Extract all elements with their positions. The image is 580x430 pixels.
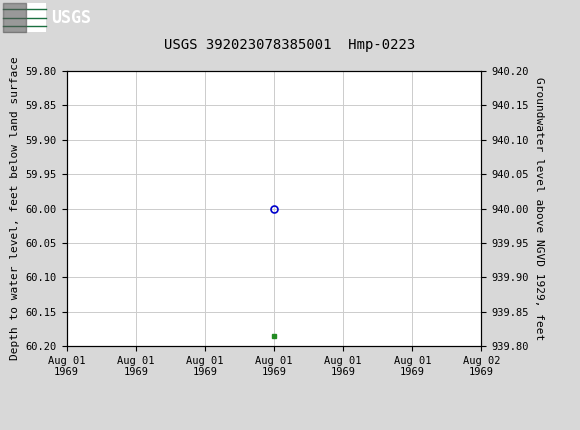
Text: USGS: USGS [51,9,91,27]
Text: USGS 392023078385001  Hmp-0223: USGS 392023078385001 Hmp-0223 [164,38,416,52]
FancyBboxPatch shape [3,3,46,32]
Y-axis label: Groundwater level above NGVD 1929, feet: Groundwater level above NGVD 1929, feet [534,77,544,340]
Y-axis label: Depth to water level, feet below land surface: Depth to water level, feet below land su… [10,57,20,360]
